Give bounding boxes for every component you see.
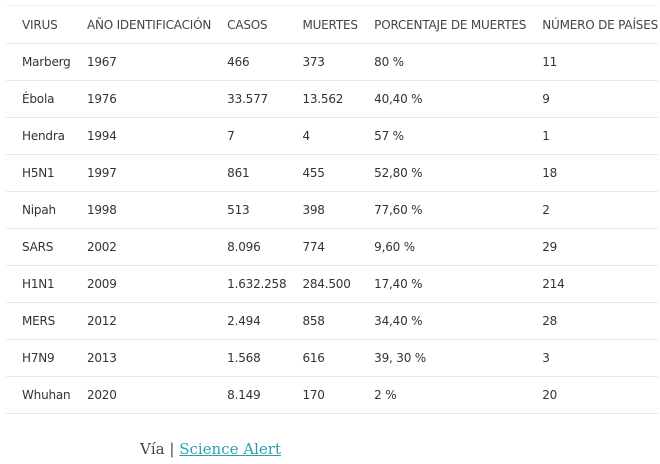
table-cell: 2013: [70, 339, 212, 377]
table-header-row: VIRUS AÑO IDENTIFICACIÓN CASOS MUERTES PORCE…: [6, 5, 658, 44]
table-cell: 2020: [70, 376, 212, 414]
table-cell: 80 %: [358, 43, 527, 81]
table-cell: 2: [526, 191, 658, 229]
table-row: H5N1 1997 861 455 52,80 % 18: [6, 154, 658, 192]
table-row: Whuhan 2020 8.149 170 2 % 20: [6, 376, 658, 414]
table-cell: 52,80 %: [358, 154, 527, 192]
table-cell: 2 %: [358, 376, 527, 414]
table-cell: 373: [286, 43, 359, 81]
table-row: MERS 2012 2.494 858 34,40 % 28: [6, 302, 658, 340]
table-cell: 858: [286, 302, 359, 340]
table-cell: 11: [526, 43, 658, 81]
table-cell: 2009: [70, 265, 212, 303]
table-cell: 398: [286, 191, 359, 229]
table-cell: Nipah: [6, 191, 71, 229]
column-header: PORCENTAJE DE MUERTES: [358, 5, 526, 44]
table-cell: 170: [286, 376, 359, 414]
table-cell: 9: [526, 80, 658, 118]
table-cell: 28: [526, 302, 658, 340]
table-cell: 1998: [70, 191, 212, 229]
table-row: Hendra 1994 7 4 57 % 1: [6, 117, 658, 155]
table-cell: 17,40 %: [358, 265, 527, 303]
table-cell: MERS: [6, 302, 71, 340]
column-header: CASOS: [211, 5, 287, 44]
table-cell: 1.632.258: [211, 265, 287, 303]
table-cell: 8.096: [211, 228, 287, 266]
table-cell: 20: [526, 376, 658, 414]
table-cell: 39, 30 %: [358, 339, 527, 377]
table-cell: H5N1: [6, 154, 71, 192]
separator: |: [169, 440, 175, 458]
table-cell: H7N9: [6, 339, 71, 377]
table-cell: 2012: [70, 302, 212, 340]
column-header: VIRUS: [6, 5, 71, 44]
table-cell: 9,60 %: [358, 228, 527, 266]
virus-table: VIRUS AÑO IDENTIFICACIÓN CASOS MUERTES PORCE…: [6, 5, 658, 414]
table-cell: Marberg: [6, 43, 71, 81]
table-cell: 214: [526, 265, 658, 303]
table-cell: H1N1: [6, 265, 71, 303]
table-cell: 1976: [70, 80, 212, 118]
table-cell: 861: [211, 154, 287, 192]
table-cell: 1.568: [211, 339, 287, 377]
table-row: Nipah 1998 513 398 77,60 % 2: [6, 191, 658, 229]
table-cell: 2.494: [211, 302, 287, 340]
source-prefix: Vía: [140, 440, 165, 458]
table-row: SARS 2002 8.096 774 9,60 % 29: [6, 228, 658, 266]
table-cell: SARS: [6, 228, 71, 266]
table-cell: 57 %: [358, 117, 527, 155]
table-cell: 2002: [70, 228, 212, 266]
table-cell: 513: [211, 191, 287, 229]
table-cell: Whuhan: [6, 376, 71, 414]
table-cell: 7: [211, 117, 287, 155]
table-cell: 1994: [70, 117, 212, 155]
column-header: MUERTES: [286, 5, 359, 44]
table-row: Ébola 1976 33.577 13.562 40,40 % 9: [6, 80, 658, 118]
table-cell: 1997: [70, 154, 212, 192]
table-row: H7N9 2013 1.568 616 39, 30 % 3: [6, 339, 658, 377]
table-cell: Ébola: [6, 80, 71, 118]
table-cell: 1: [526, 117, 658, 155]
table-cell: 466: [211, 43, 287, 81]
table-cell: 33.577: [211, 80, 287, 118]
table-cell: 3: [526, 339, 658, 377]
table-row: H1N1 2009 1.632.258 284.500 17,40 % 214: [6, 265, 658, 303]
table-cell: 29: [526, 228, 658, 266]
table-row: Marberg 1967 466 373 80 % 11: [6, 43, 658, 81]
table-cell: 8.149: [211, 376, 287, 414]
table-cell: 13.562: [286, 80, 359, 118]
column-header: NÚMERO DE PAÍSES: [526, 5, 658, 44]
table-cell: 284.500: [286, 265, 359, 303]
table-cell: 4: [286, 117, 359, 155]
table-cell: 77,60 %: [358, 191, 527, 229]
source-credit: Vía | Science Alert: [140, 440, 281, 458]
column-header: AÑO IDENTIFICACIÓN: [70, 5, 211, 44]
table-cell: 40,40 %: [358, 80, 527, 118]
table-cell: 774: [286, 228, 359, 266]
table-cell: 1967: [70, 43, 212, 81]
source-link[interactable]: Science Alert: [179, 440, 281, 458]
table-cell: 455: [286, 154, 359, 192]
table-cell: 34,40 %: [358, 302, 527, 340]
table-cell: Hendra: [6, 117, 71, 155]
table-cell: 616: [286, 339, 359, 377]
table-cell: 18: [526, 154, 658, 192]
